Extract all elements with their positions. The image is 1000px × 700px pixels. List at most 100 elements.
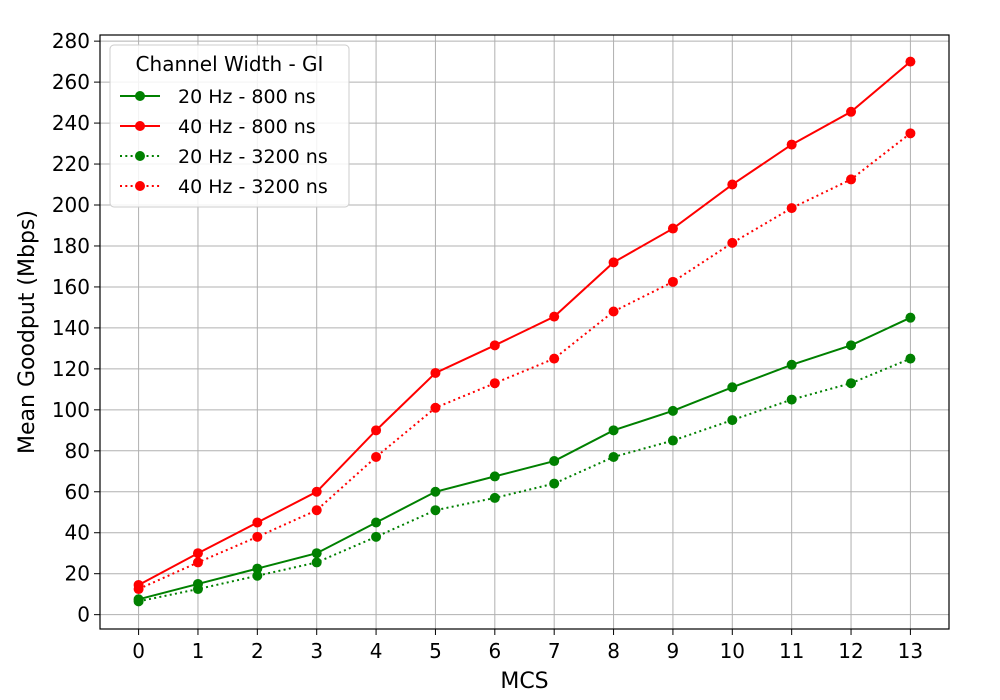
x-tick-label: 1 [192, 639, 205, 663]
data-point [371, 517, 382, 528]
data-point [727, 179, 738, 190]
x-tick-label: 4 [370, 639, 383, 663]
data-point [905, 128, 916, 139]
y-tick-label: 240 [52, 111, 90, 135]
data-point [667, 435, 678, 446]
data-point [549, 478, 560, 489]
y-tick-label: 180 [52, 234, 90, 258]
y-tick-label: 20 [65, 562, 90, 586]
data-point [549, 456, 560, 467]
legend-entry: 20 Hz - 3200 ns [120, 146, 328, 168]
y-axis-label: Mean Goodput (Mbps) [15, 210, 40, 454]
legend: Channel Width - GI 20 Hz - 800 ns 40 Hz -… [109, 44, 350, 208]
series-line [138, 316, 911, 601]
series-4 [133, 128, 916, 595]
data-point [430, 505, 441, 516]
y-tick-label: 200 [52, 193, 90, 217]
tick-layer: 0 1 2 3 4 5 6 7 8 9 10 11 12 130204060801001201401601… [52, 29, 923, 663]
data-point [667, 405, 678, 416]
data-point [846, 106, 857, 117]
legend-entry: 20 Hz - 800 ns [120, 86, 316, 108]
x-tick-label: 5 [429, 639, 442, 663]
data-point [727, 382, 738, 393]
series-1 [133, 312, 916, 605]
data-point [489, 471, 500, 482]
series-line [138, 357, 911, 603]
data-point [608, 425, 619, 436]
legend-box [109, 44, 350, 208]
x-tick-label: 6 [488, 639, 501, 663]
legend-marker [135, 91, 145, 101]
data-point [905, 312, 916, 323]
data-point [252, 517, 263, 528]
data-point [549, 311, 560, 322]
x-tick-label: 2 [251, 639, 264, 663]
data-point [371, 425, 382, 436]
data-point [192, 584, 203, 595]
x-tick-label: 13 [898, 639, 923, 663]
y-tick-label: 140 [52, 316, 90, 340]
data-point [727, 237, 738, 248]
plot-frame [99, 34, 950, 630]
data-point [252, 563, 263, 574]
x-tick-label: 0 [132, 639, 145, 663]
data-point [786, 139, 797, 150]
series-3 [133, 353, 916, 607]
legend-label: 40 Hz - 800 ns [178, 116, 316, 138]
data-point [549, 353, 560, 364]
data-point [252, 531, 263, 542]
y-tick-label: 260 [52, 70, 90, 94]
data-point [371, 531, 382, 542]
data-point [608, 306, 619, 317]
x-axis-label: MCS [500, 669, 548, 694]
data-point [311, 557, 322, 568]
y-tick-label: 220 [52, 152, 90, 176]
data-point [311, 486, 322, 497]
data-point [133, 596, 144, 607]
data-point [667, 223, 678, 234]
data-point [846, 378, 857, 389]
data-point [786, 394, 797, 405]
x-tick-label: 11 [779, 639, 804, 663]
y-tick-label: 100 [52, 398, 90, 422]
data-point [489, 492, 500, 503]
x-tick-label: 9 [667, 639, 680, 663]
data-point [905, 56, 916, 67]
legend-label: 40 Hz - 3200 ns [178, 176, 328, 198]
legend-label: 20 Hz - 800 ns [178, 86, 316, 108]
data-point [667, 276, 678, 287]
legend-marker [135, 181, 145, 191]
data-point [430, 402, 441, 413]
data-point [311, 505, 322, 516]
data-point [430, 367, 441, 378]
series-2 [133, 56, 916, 590]
data-point [430, 486, 441, 497]
y-tick-label: 40 [65, 521, 90, 545]
legend-marker [135, 121, 145, 131]
data-point [489, 340, 500, 351]
y-tick-label: 280 [52, 29, 90, 53]
legend-marker [135, 151, 145, 161]
legend-title: Channel Width - GI [136, 52, 324, 76]
y-tick-label: 80 [65, 439, 90, 463]
x-tick-label: 10 [720, 639, 745, 663]
x-tick-label: 12 [838, 639, 863, 663]
data-point [192, 548, 203, 559]
legend-entry: 40 Hz - 800 ns [120, 116, 316, 138]
data-point [489, 378, 500, 389]
data-point [846, 340, 857, 351]
data-point [608, 257, 619, 268]
series-line [138, 60, 912, 586]
y-tick-label: 120 [52, 357, 90, 381]
y-tick-label: 160 [52, 275, 90, 299]
data-point [786, 203, 797, 214]
data-point [252, 570, 263, 581]
y-tick-label: 60 [65, 480, 90, 504]
series-layer [133, 56, 916, 607]
data-point [133, 584, 144, 595]
data-point [846, 174, 857, 185]
data-point [192, 557, 203, 568]
data-point [311, 548, 322, 559]
data-point [608, 451, 619, 462]
